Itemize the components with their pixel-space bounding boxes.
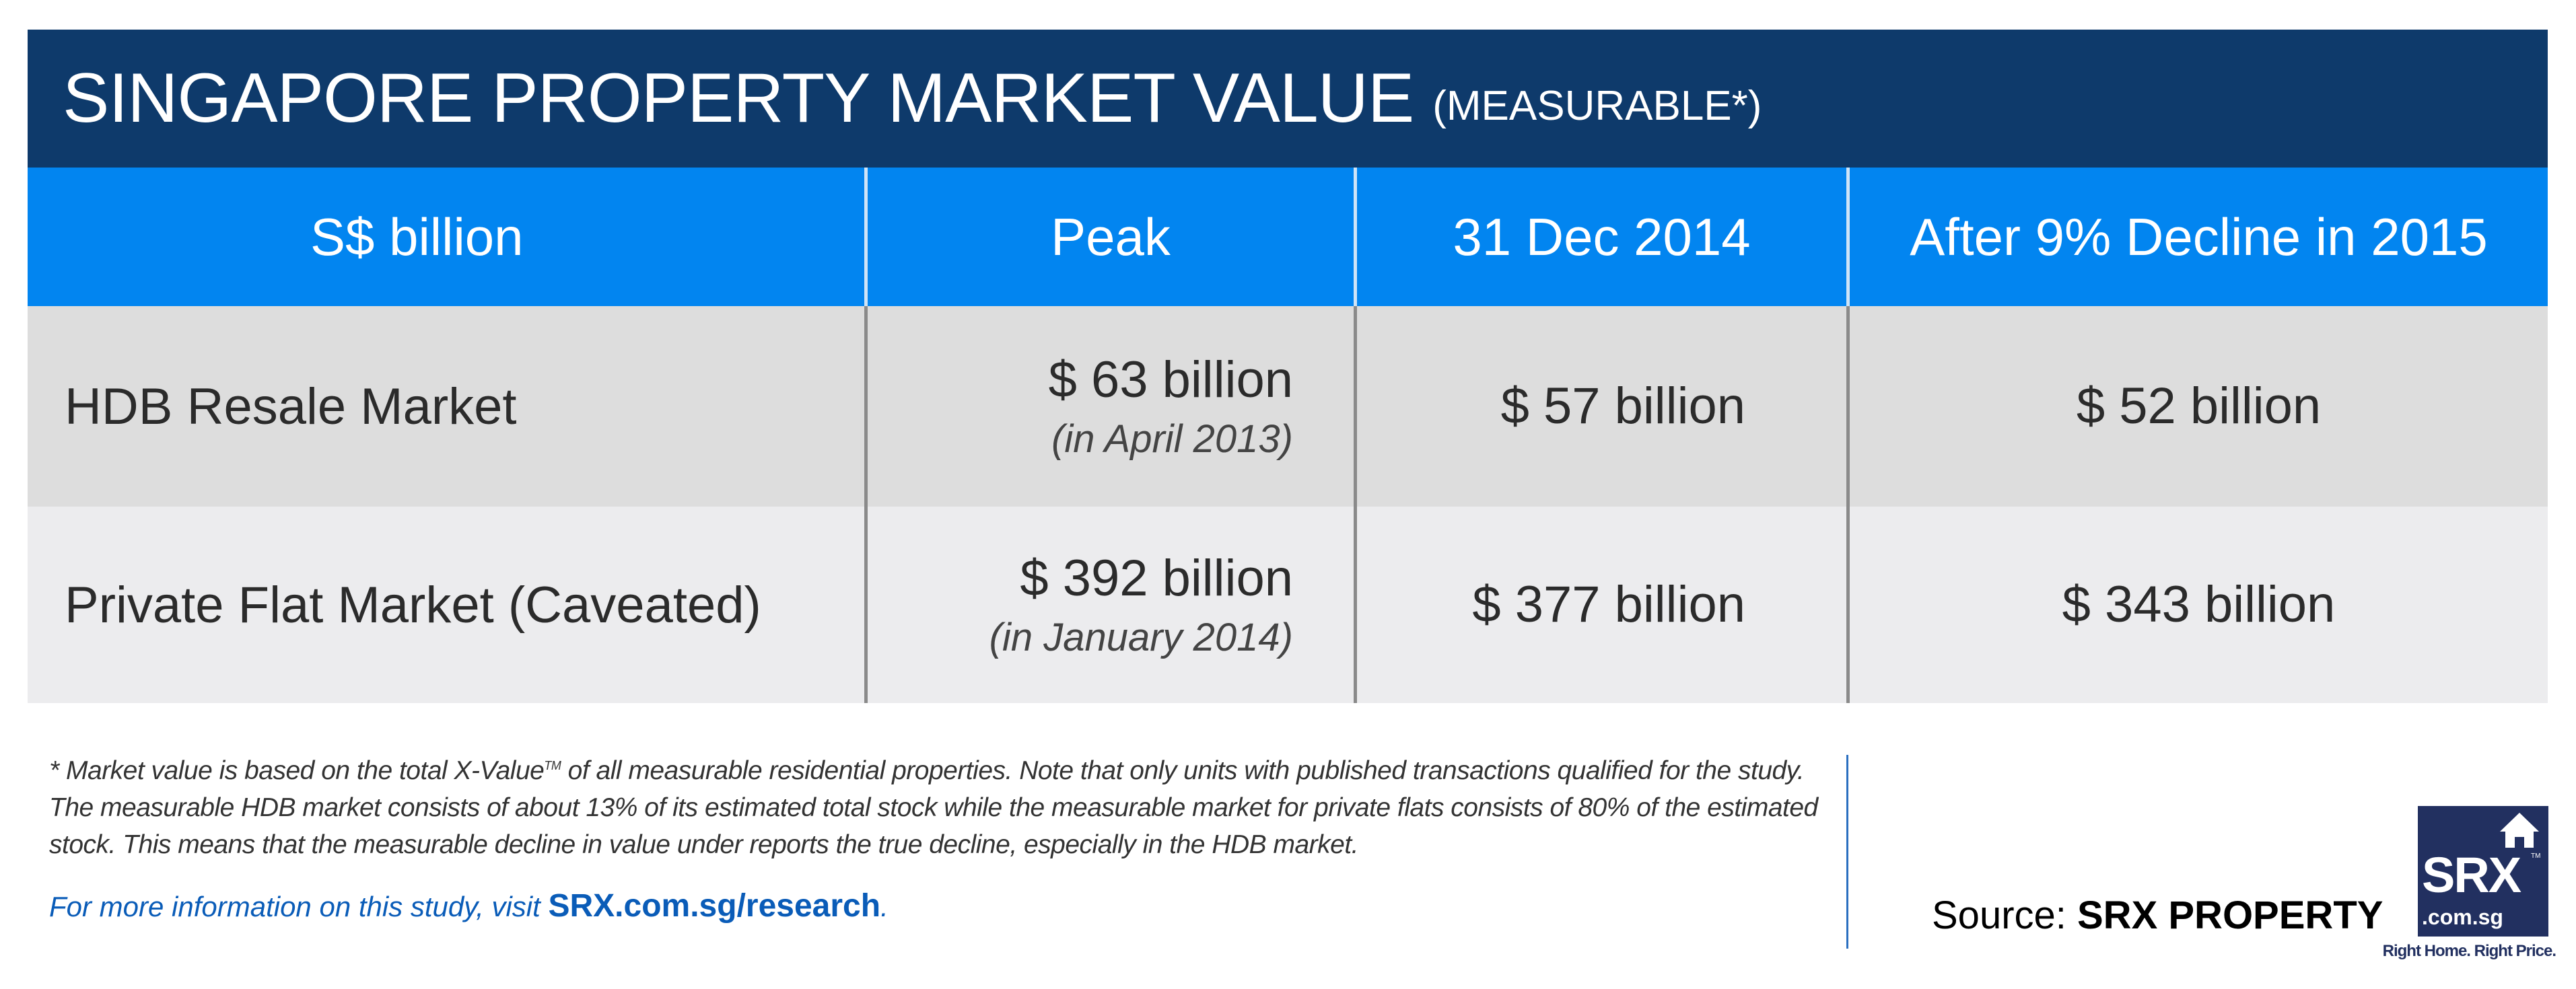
dec2014-cell: $ 57 billion — [1354, 306, 1846, 507]
source-credit: Source: SRX PROPERTY — [1932, 893, 2383, 938]
footer-divider — [1846, 755, 1848, 949]
more-info-text: For more information on this study, visi… — [49, 891, 549, 922]
source-value: SRX PROPERTY — [2077, 893, 2383, 937]
peak-value: $ 392 billion — [1020, 549, 1293, 607]
table-header-row: S$ billion Peak 31 Dec 2014 After 9% Dec… — [28, 168, 2548, 306]
after-decline-value: $ 343 billion — [2062, 576, 2336, 634]
table-row: HDB Resale Market $ 63 billion (in April… — [28, 306, 2548, 507]
after-decline-cell: $ 52 billion — [1846, 306, 2548, 507]
srx-logo: SRX TM .com.sg — [2418, 806, 2548, 937]
after-decline-value: $ 52 billion — [2076, 377, 2322, 435]
page-title: SINGAPORE PROPERTY MARKET VALUE — [63, 59, 1414, 137]
research-link[interactable]: SRX.com.sg/research — [548, 888, 881, 924]
column-header-after-decline: After 9% Decline in 2015 — [1846, 168, 2548, 306]
column-header-dec2014: 31 Dec 2014 — [1354, 168, 1846, 306]
dec2014-value: $ 57 billion — [1500, 377, 1745, 435]
footer-text: * Market value is based on the total X-V… — [49, 752, 1826, 926]
more-info-line: For more information on this study, visi… — [49, 887, 1826, 926]
logo-domain: .com.sg — [2422, 905, 2503, 929]
footnote-text: * Market value is based on the total X-V… — [49, 756, 545, 785]
dec2014-value: $ 377 billion — [1472, 576, 1745, 634]
row-label: HDB Resale Market — [65, 377, 517, 435]
page-subtitle: (MEASURABLE*) — [1432, 83, 1762, 129]
after-decline-cell: $ 343 billion — [1846, 507, 2548, 703]
logo-tagline: Right Home. Right Price. — [2382, 942, 2556, 960]
peak-cell: $ 63 billion (in April 2013) — [864, 306, 1354, 507]
header-label: S$ billion — [310, 207, 524, 266]
logo-tm: TM — [2531, 852, 2541, 860]
trademark-mark: TM — [544, 759, 561, 772]
source-label: Source: — [1932, 893, 2077, 937]
market-value-table: S$ billion Peak 31 Dec 2014 After 9% Dec… — [28, 168, 2548, 703]
row-label: Private Flat Market (Caveated) — [65, 576, 761, 634]
peak-value: $ 63 billion — [1048, 351, 1293, 408]
house-icon — [2500, 813, 2539, 848]
peak-cell: $ 392 billion (in January 2014) — [864, 507, 1354, 703]
more-info-suffix: . — [880, 891, 889, 922]
peak-date: (in April 2013) — [1051, 417, 1293, 462]
peak-date: (in January 2014) — [989, 616, 1293, 660]
dec2014-cell: $ 377 billion — [1354, 507, 1846, 703]
table-row: Private Flat Market (Caveated) $ 392 bil… — [28, 507, 2548, 703]
footnote: * Market value is based on the total X-V… — [49, 752, 1826, 863]
column-header-peak: Peak — [864, 168, 1354, 306]
logo-brand: SRX — [2422, 847, 2521, 903]
column-header-unit: S$ billion — [28, 168, 864, 306]
footnote-text-cont: of all measurable residential properties… — [49, 756, 1818, 859]
title-bar: SINGAPORE PROPERTY MARKET VALUE (MEASURA… — [28, 30, 2548, 168]
